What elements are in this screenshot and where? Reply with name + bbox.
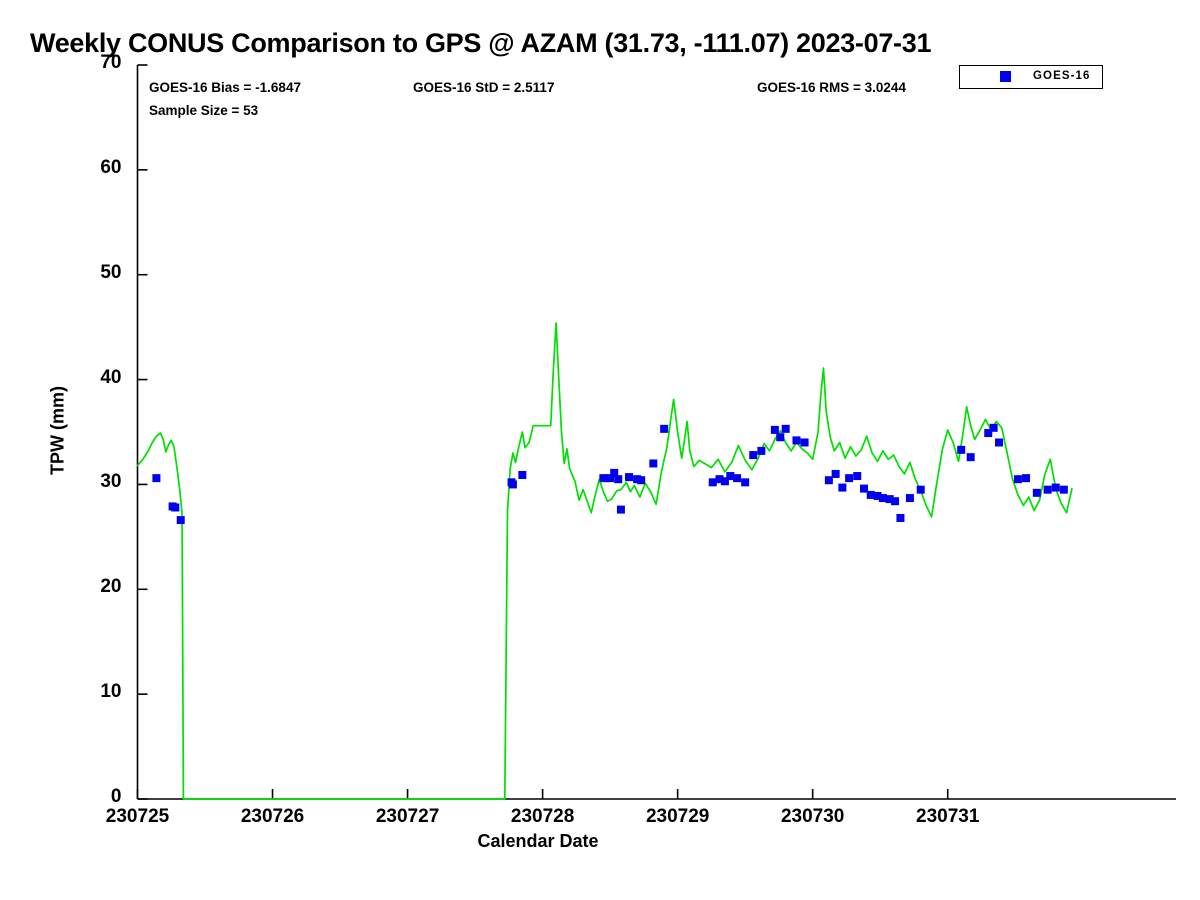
stat-bias: GOES-16 Bias = -1.6847 [149,80,301,95]
legend [959,65,1103,89]
goes16-scatter-series [152,423,1068,525]
gps-line-series [136,322,1073,800]
legend-label-goes16: GOES-16 [1033,70,1091,82]
y-tick-label: 70 [100,52,122,73]
axis-ticks [136,64,949,800]
x-tick-label: 230729 [645,806,710,827]
x-tick-label: 230725 [105,806,170,827]
y-tick-label: 50 [100,261,122,283]
stat-rms: GOES-16 RMS = 3.0244 [757,80,906,95]
y-tick-label: 20 [100,576,122,598]
x-tick-label: 230726 [240,806,305,827]
x-tick-label: 230727 [375,806,440,827]
y-axis-title: TPW (mm) [47,386,68,475]
y-tick-label: 0 [110,786,122,807]
stat-std: GOES-16 StD = 2.5117 [413,80,555,95]
page-title: Weekly CONUS Comparison to GPS @ AZAM (3… [30,28,932,58]
stat-sample-size: Sample Size = 53 [149,103,259,118]
axis-frame [136,65,1176,800]
x-axis-title: Calendar Date [477,831,599,851]
y-tick-label: 30 [100,471,122,493]
x-tick-label: 230728 [510,806,575,827]
y-tick-label: 40 [100,366,122,388]
x-tick-label: 230731 [916,806,980,827]
x-tick-label: 230730 [780,806,845,827]
y-tick-label: 60 [100,156,122,178]
legend-swatch-goes16-icon [1000,71,1011,82]
y-tick-label: 10 [100,681,122,703]
